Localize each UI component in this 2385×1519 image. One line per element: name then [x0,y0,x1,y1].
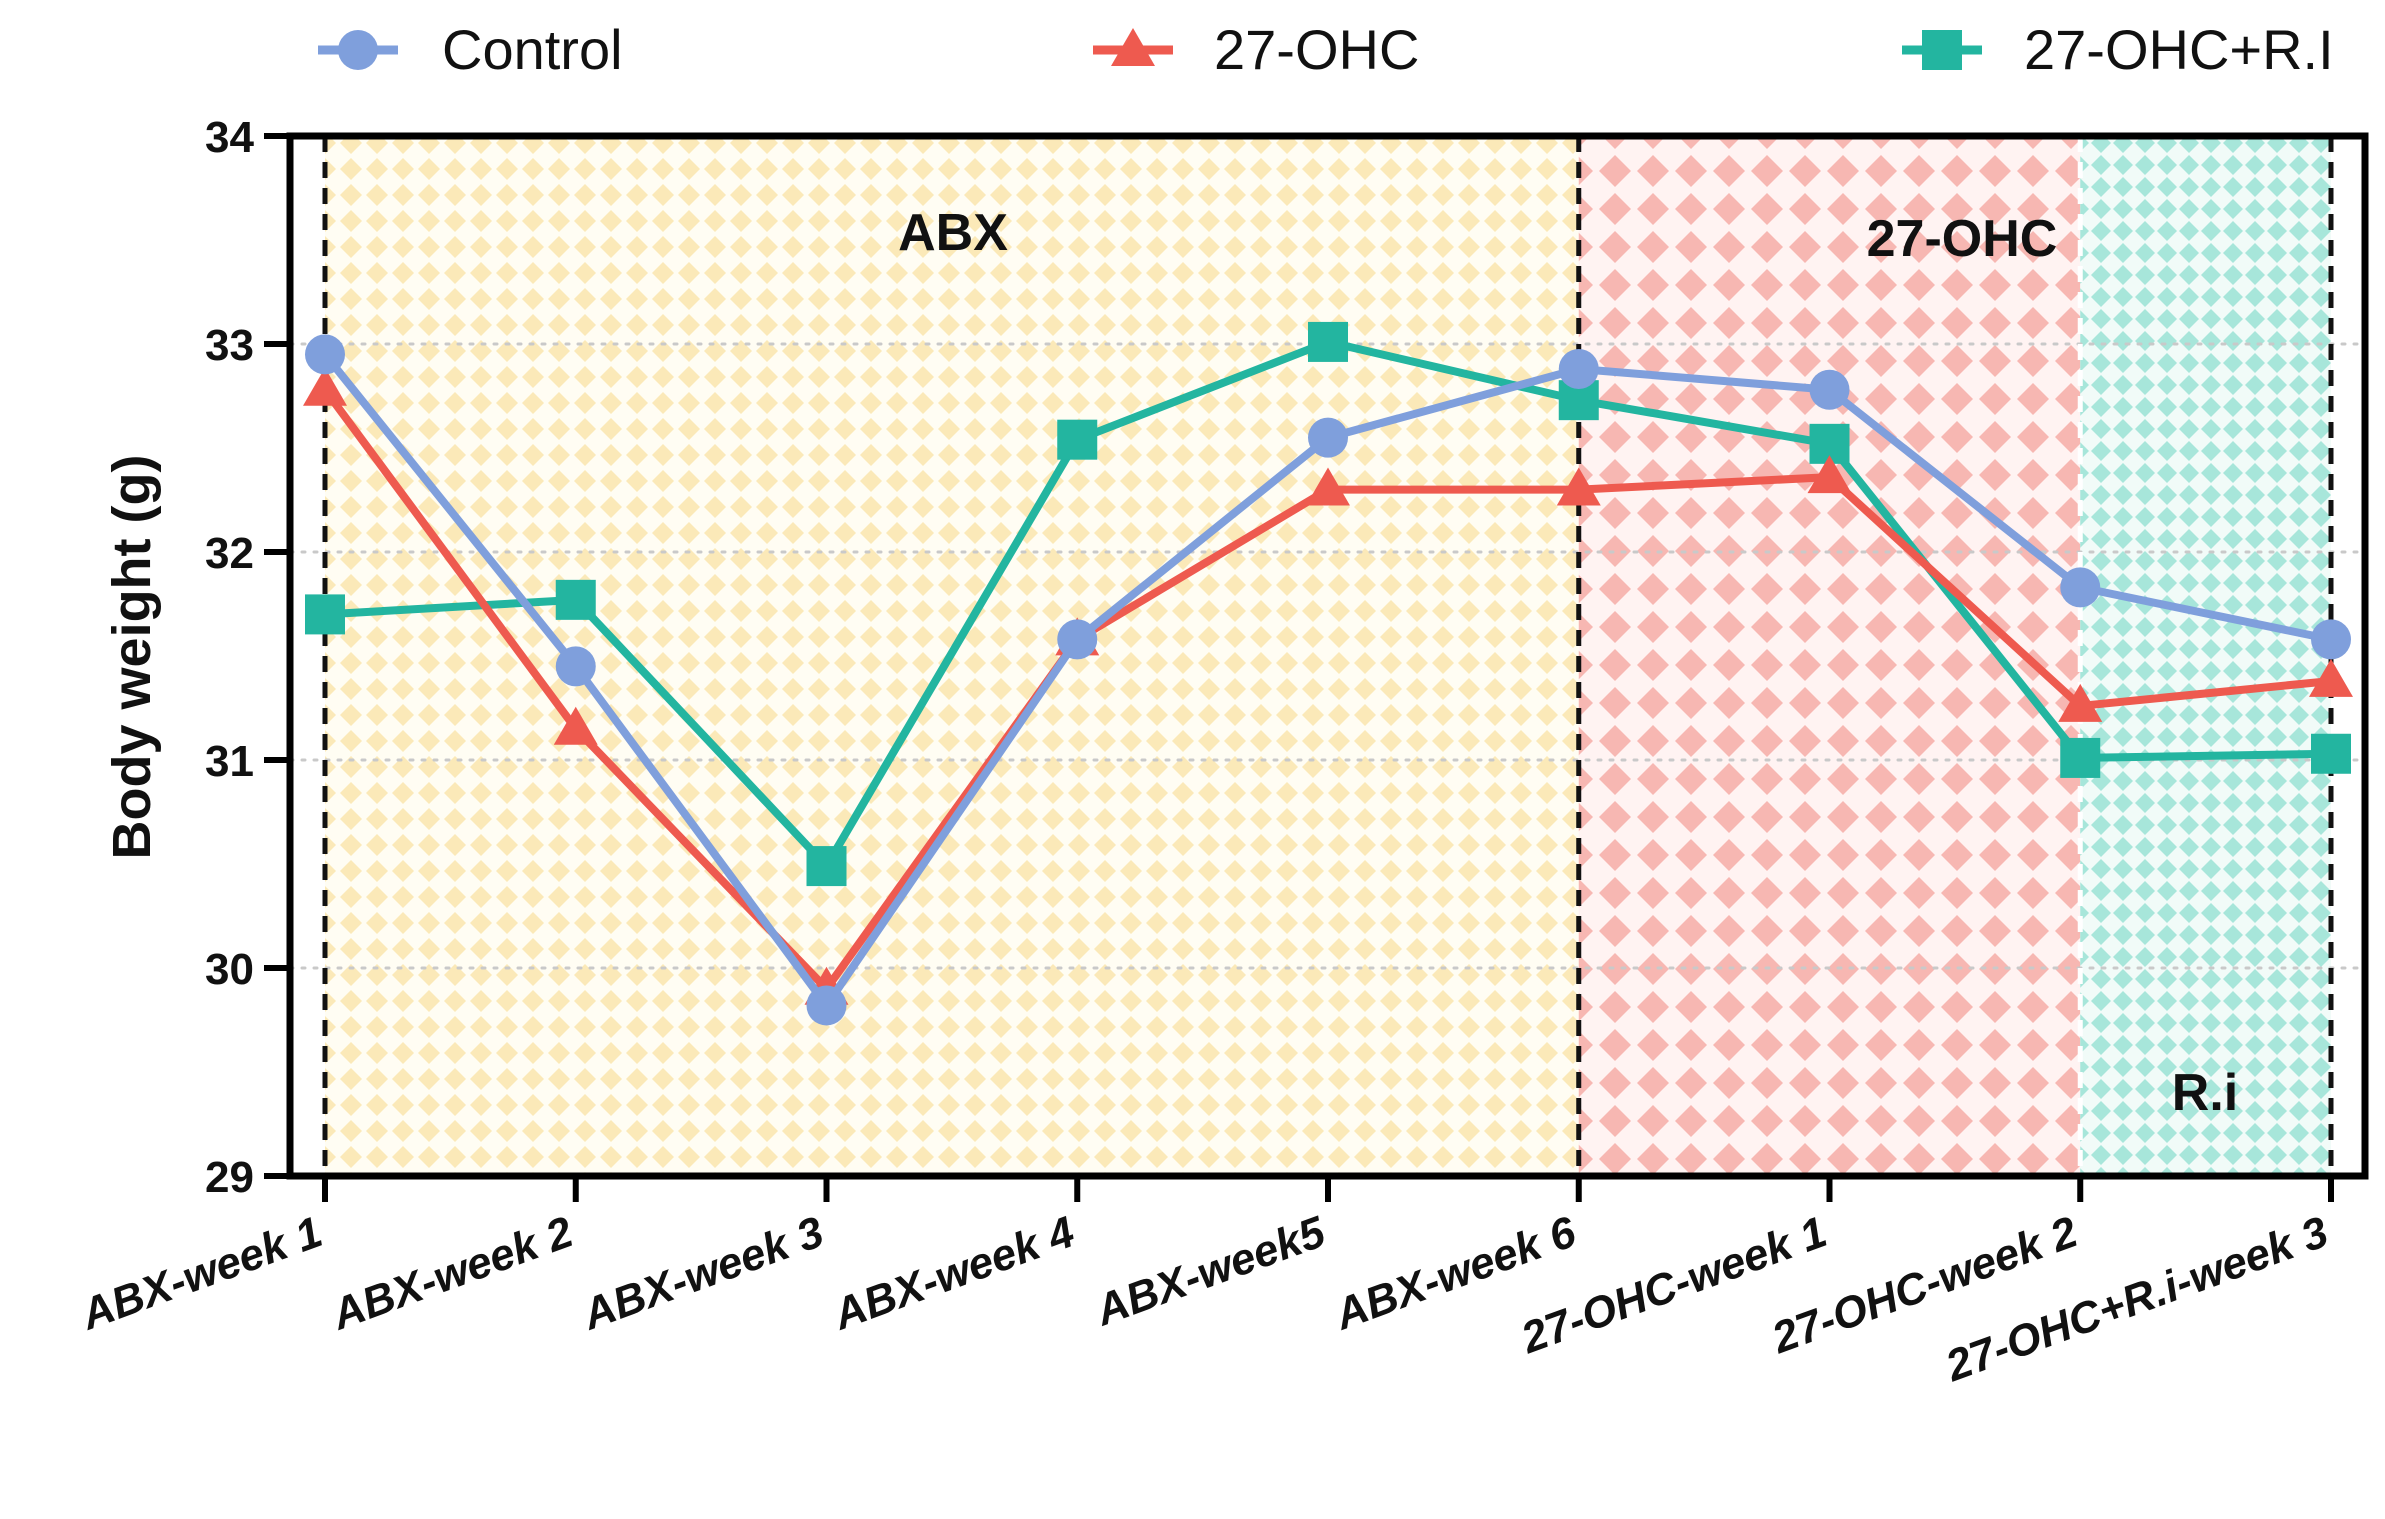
data-point-control [1308,417,1348,458]
legend-item-control: Control [318,18,623,81]
legend-label: 27-OHC [1214,18,1419,81]
legend-marker [1111,27,1155,66]
data-point-27-ohc-r-i [2311,733,2351,774]
grid-layer [288,342,2367,970]
data-point-control [555,646,596,687]
y-axis-title: Body weight (g) [102,455,162,860]
data-point-27-ohc-r-i [1057,419,1098,460]
data-point-control [1809,369,1850,410]
data-point-27-ohc [1306,467,1350,506]
x-tick-label: ABX-week 3 [576,1207,830,1340]
region-label: ABX [898,204,1008,262]
data-point-control [806,985,847,1026]
legend-item-27-ohc-r-i: 27-OHC+R.I [1902,18,2334,81]
data-point-27-ohc [553,706,598,745]
y-tick-label: 30 [205,945,254,994]
data-point-control [2060,567,2101,608]
x-tick-label: ABX-week5 [1089,1207,1332,1336]
y-tick-label: 34 [205,113,254,162]
y-tick-label: 33 [205,321,254,370]
y-tick-label: 31 [205,737,254,786]
x-tick-label: ABX-week 2 [325,1207,580,1340]
data-point-control [2311,619,2351,660]
legend-item-27-ohc: 27-OHC [1093,18,1419,81]
region-label: 27-OHC [1867,210,2058,268]
data-point-27-ohc-r-i [806,846,847,887]
region-27-ohc [1578,136,2081,1176]
legend: Control 27-OHC 27-OHC+R.I [318,18,2334,81]
data-point-27-ohc [2058,683,2103,722]
y-tick-label: 29 [205,1153,254,1202]
data-point-27-ohc [1556,467,1601,506]
data-point-control [1057,619,1098,660]
data-point-control [305,334,345,375]
legend-label: 27-OHC+R.I [2024,18,2334,81]
data-point-27-ohc [1807,455,1852,494]
legend-marker [338,30,378,70]
data-point-27-ohc [2309,658,2353,697]
series-27-ohc-r-i [305,321,2351,887]
x-tick-label: ABX-week 4 [826,1207,1080,1340]
region-label: R.i [2172,1064,2238,1122]
region-r-i [2080,136,2331,1176]
data-point-27-ohc-r-i [305,594,345,635]
data-point-27-ohc-r-i [2060,737,2101,778]
data-point-27-ohc-r-i [1308,321,1348,362]
series-layer [303,321,2353,1026]
data-point-control [1558,348,1599,389]
series-control [305,334,2351,1026]
legend-label: Control [442,18,623,81]
y-tick-label: 32 [205,529,254,578]
data-point-27-ohc [303,367,347,406]
legend-marker [1922,30,1962,70]
data-point-27-ohc-r-i [555,579,596,620]
x-tick-label: ABX-week 1 [74,1207,328,1340]
